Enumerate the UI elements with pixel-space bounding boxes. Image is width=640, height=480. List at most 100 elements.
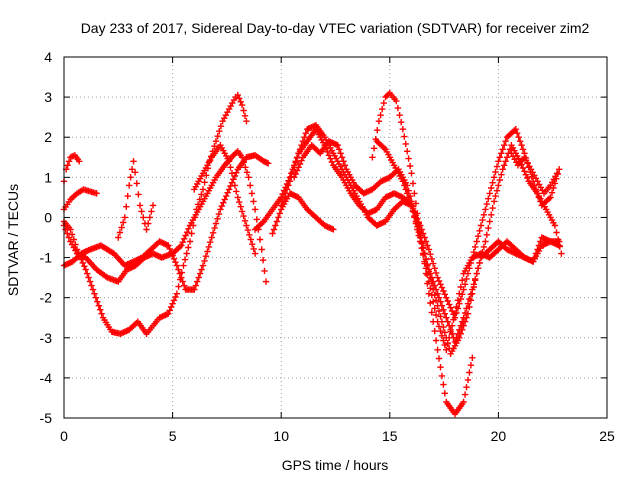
data-point xyxy=(98,310,105,317)
data-point xyxy=(473,252,480,259)
data-point xyxy=(238,101,246,109)
data-point xyxy=(250,245,257,253)
data-point xyxy=(425,246,433,253)
data-point xyxy=(432,337,440,344)
plot-frame xyxy=(63,56,608,419)
data-point xyxy=(369,154,376,161)
data-point xyxy=(295,150,302,157)
data-point xyxy=(437,327,444,335)
data-point xyxy=(275,214,282,221)
data-point xyxy=(181,282,188,289)
data-point xyxy=(148,208,155,215)
data-point xyxy=(181,235,188,242)
data-point xyxy=(328,158,336,166)
data-point xyxy=(292,170,299,178)
data-point xyxy=(64,230,71,237)
data-point xyxy=(238,208,246,215)
x-tick-label: 25 xyxy=(599,428,615,444)
data-point xyxy=(427,299,434,307)
data-point xyxy=(293,167,301,174)
data-point xyxy=(473,270,480,277)
data-point xyxy=(503,154,511,161)
data-point xyxy=(259,219,266,226)
data-point xyxy=(506,146,514,153)
data-point xyxy=(444,297,451,305)
data-point xyxy=(435,355,443,362)
data-point xyxy=(335,146,343,153)
data-point xyxy=(553,229,560,236)
data-point xyxy=(434,318,441,325)
data-point xyxy=(250,198,257,205)
data-point xyxy=(460,398,467,406)
y-tick-label: 2 xyxy=(44,129,52,145)
data-point xyxy=(338,154,346,161)
data-point xyxy=(180,262,187,269)
data-point xyxy=(237,203,244,210)
data-point xyxy=(537,238,544,245)
data-point xyxy=(498,150,505,157)
data-point xyxy=(441,310,448,317)
data-point xyxy=(463,305,470,312)
data-point xyxy=(225,158,233,165)
data-point xyxy=(91,290,98,297)
series-7 xyxy=(191,142,259,257)
data-point xyxy=(81,263,88,270)
data-point xyxy=(331,140,338,148)
data-point xyxy=(299,138,307,145)
data-point xyxy=(173,290,181,297)
data-point xyxy=(430,286,437,293)
data-point xyxy=(440,337,447,344)
data-point xyxy=(216,128,223,135)
data-point xyxy=(422,265,430,272)
data-point xyxy=(65,234,73,241)
data-point xyxy=(242,164,249,171)
data-point xyxy=(194,278,201,285)
data-point xyxy=(192,282,199,289)
data-point xyxy=(516,138,524,145)
data-point xyxy=(488,211,495,218)
data-point xyxy=(457,295,464,303)
data-point xyxy=(246,231,253,238)
data-point xyxy=(464,376,472,384)
data-point xyxy=(301,134,308,141)
data-point xyxy=(456,300,463,307)
data-point xyxy=(545,195,553,202)
data-point xyxy=(330,226,337,233)
data-point xyxy=(438,372,446,380)
data-point xyxy=(115,234,122,241)
data-point xyxy=(172,259,179,266)
data-point xyxy=(202,253,210,260)
data-point xyxy=(199,262,207,269)
x-axis-label: GPS time / hours xyxy=(282,457,389,473)
data-point xyxy=(428,291,435,299)
data-point xyxy=(262,278,270,285)
data-point xyxy=(437,364,444,371)
data-point xyxy=(474,233,482,240)
y-tick-label: 1 xyxy=(44,169,52,185)
data-point xyxy=(285,182,292,189)
data-point xyxy=(270,226,278,233)
data-point xyxy=(168,249,175,256)
data-point xyxy=(441,390,448,397)
data-point xyxy=(374,127,381,134)
data-point xyxy=(70,236,77,243)
data-point xyxy=(434,290,441,297)
data-point xyxy=(209,229,217,236)
data-point xyxy=(463,275,470,283)
data-point xyxy=(482,206,489,213)
data-point xyxy=(435,307,443,315)
data-point xyxy=(169,300,176,307)
x-tick-label: 10 xyxy=(273,428,289,444)
data-point xyxy=(86,278,94,285)
data-point xyxy=(324,148,331,156)
data-point xyxy=(170,297,178,304)
data-point xyxy=(247,236,254,243)
data-point xyxy=(553,170,561,177)
data-point xyxy=(501,142,508,149)
data-point xyxy=(485,224,492,232)
data-point xyxy=(190,222,197,229)
data-point xyxy=(435,323,443,330)
data-point xyxy=(68,231,76,238)
data-point xyxy=(430,298,437,305)
data-point xyxy=(408,202,415,209)
